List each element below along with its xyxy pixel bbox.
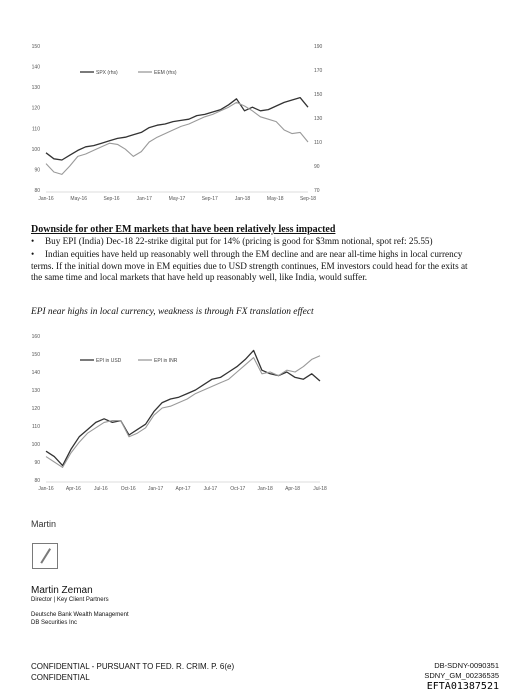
y-tick-label: 140 — [32, 370, 41, 376]
y2-tick-label: 170 — [314, 68, 323, 74]
x-tick-label: Jan-17 — [137, 196, 153, 202]
legend-label: EPI in USD — [96, 358, 122, 364]
y-tick-label: 110 — [32, 126, 40, 132]
series-line-1 — [45, 96, 309, 161]
signature-org-sub: DB Securities Inc — [31, 620, 78, 626]
y-tick-label: 110 — [32, 424, 40, 430]
x-tick-label: Jan-16 — [38, 196, 54, 202]
y2-tick-label: 130 — [314, 116, 323, 122]
y-tick-label: 140 — [32, 65, 41, 71]
x-tick-label: Oct-16 — [121, 486, 136, 492]
y2-tick-label: 70 — [314, 188, 320, 194]
signoff: Martin — [31, 519, 57, 529]
signature-org: Deutsche Bank Wealth Management — [31, 612, 129, 618]
x-tick-label: Jan-18 — [258, 486, 274, 492]
bullet-symbol: • — [31, 249, 35, 259]
series-line-2 — [45, 101, 309, 175]
x-tick-label: May-16 — [70, 196, 87, 202]
y-tick-label: 100 — [32, 147, 41, 153]
epi-line-chart: 160 150 140 130 120 110 100 90 80 Jan-16 Apr-16 Jul… — [32, 334, 327, 492]
x-tick-label: Jul-18 — [313, 486, 327, 492]
x-tick-label: Apr-16 — [66, 486, 81, 492]
y-tick-label: 160 — [32, 334, 41, 340]
y2-tick-label: 90 — [314, 164, 320, 170]
footer-confidential: CONFIDENTIAL — [31, 673, 90, 682]
x-tick-label: Apr-18 — [285, 486, 300, 492]
x-tick-label: Sep-18 — [300, 196, 316, 202]
signature-title: Director | Key Client Partners — [31, 597, 109, 603]
legend-label: EPI in INR — [154, 358, 178, 364]
footer-bates-3: EFTA01387521 — [426, 681, 499, 692]
bullet-symbol: • — [31, 236, 35, 246]
y-tick-label: 80 — [34, 478, 40, 484]
series-line-1 — [45, 349, 321, 467]
y-tick-label: 80 — [34, 188, 40, 194]
x-tick-label: Apr-17 — [175, 486, 190, 492]
x-tick-label: Sep-16 — [103, 196, 119, 202]
bullet-item-trade: • Buy EPI (India) Dec-18 22-strike digita… — [31, 236, 481, 248]
y-tick-label: 130 — [32, 388, 41, 394]
y-tick-label: 130 — [32, 85, 41, 91]
x-tick-label: May-18 — [267, 196, 284, 202]
y-tick-label: 120 — [32, 406, 41, 412]
y-tick-label: 100 — [32, 442, 41, 448]
footer-bates-1: DB-SDNY-0090351 — [434, 661, 499, 670]
y-tick-label: 120 — [32, 106, 41, 112]
y2-tick-label: 150 — [314, 92, 323, 98]
section-title: Downside for other EM markets that have … — [31, 224, 336, 235]
x-tick-label: May-17 — [169, 196, 186, 202]
x-tick-label: Jul-16 — [94, 486, 108, 492]
x-tick-label: Jan-17 — [148, 486, 164, 492]
x-tick-label: Jul-17 — [204, 486, 218, 492]
y2-tick-label: 190 — [314, 44, 323, 50]
x-tick-label: Jan-18 — [235, 196, 251, 202]
x-tick-label: Sep-17 — [202, 196, 218, 202]
legend-label: EEM (rhs) — [154, 70, 177, 76]
y-tick-label: 150 — [32, 352, 41, 358]
footer-bates-2: SDNY_GM_00236535 — [424, 671, 499, 680]
footer-confidential-notice: CONFIDENTIAL - PURSUANT TO FED. R. CRIM.… — [31, 662, 235, 671]
bullet-text: Buy EPI (India) Dec-18 22-strike digital… — [45, 236, 433, 246]
y2-tick-label: 110 — [314, 140, 322, 146]
x-tick-label: Jan-16 — [38, 486, 54, 492]
bullet-text: Indian equities have held up reasonably … — [31, 249, 468, 282]
y-tick-label: 150 — [32, 44, 41, 50]
x-tick-label: Oct-17 — [230, 486, 245, 492]
bullet-item-rationale: • Indian equities have held up reasonably… — [31, 249, 481, 284]
spx-eem-line-chart: 150 140 130 120 110 100 90 80 190 170 150 130 110 90 7… — [32, 44, 323, 202]
series-line-2 — [45, 355, 321, 468]
chart-caption: EPI near highs in local currency, weakne… — [31, 307, 314, 317]
y-tick-label: 90 — [34, 460, 40, 466]
deutsche-bank-logo-icon — [32, 543, 58, 569]
y-tick-label: 90 — [34, 167, 40, 173]
signature-name: Martin Zeman — [31, 585, 93, 596]
legend-label: SPX (rhs) — [96, 70, 118, 76]
